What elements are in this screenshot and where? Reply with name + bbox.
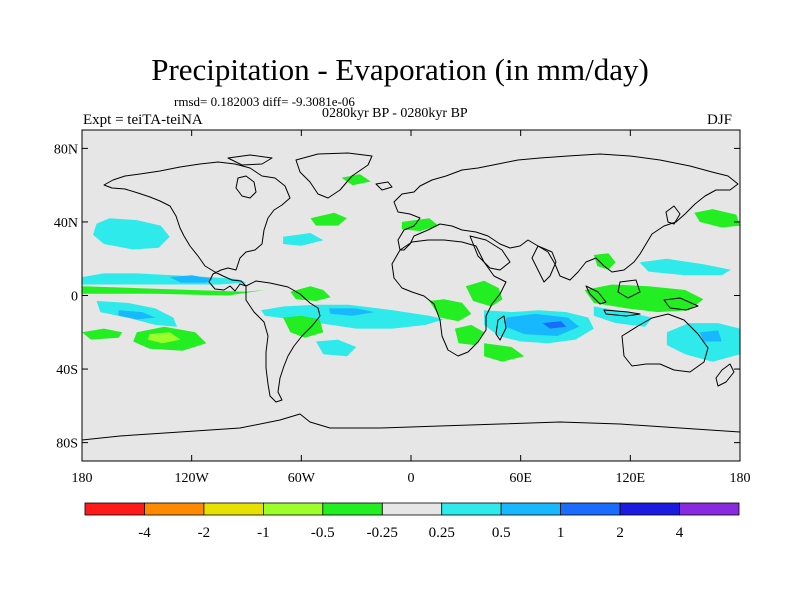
contour-region-19 bbox=[454, 324, 485, 346]
colorbar-swatch bbox=[560, 502, 621, 516]
lon-tick-label: 120W bbox=[175, 471, 210, 486]
contour-fill-layer bbox=[82, 174, 740, 362]
coastline-africa bbox=[391, 239, 507, 357]
lon-tick-label: 180 bbox=[730, 471, 751, 486]
lon-tick-label: 120E bbox=[616, 471, 646, 486]
colorbar-swatch bbox=[322, 502, 383, 516]
coastline-new-zealand bbox=[715, 363, 735, 387]
contour-region-27 bbox=[401, 218, 439, 232]
period-label: 0280kyr BP - 0280kyr BP bbox=[322, 106, 468, 121]
map-axes: 80N 40N 0 40S 80S 180 120W 60W 0 60E 120E 180 bbox=[54, 130, 751, 486]
lat-tick-label: 40S bbox=[56, 363, 78, 378]
colorbar-label: -1 bbox=[257, 525, 270, 541]
contour-region-26 bbox=[593, 253, 616, 270]
season-label: DJF bbox=[707, 112, 733, 128]
colorbar-swatch bbox=[144, 502, 205, 516]
coastline-arctic-islands bbox=[227, 154, 273, 166]
contour-region-25 bbox=[639, 258, 731, 276]
colorbar-swatch bbox=[381, 502, 443, 516]
colorbar-label: -0.25 bbox=[367, 525, 398, 541]
figure-title: Precipitation - Evaporation (in mm/day) bbox=[151, 52, 649, 87]
coastline-greenland bbox=[295, 152, 373, 199]
lon-tick-label: 0 bbox=[408, 471, 415, 486]
lon-tick-label: 60E bbox=[509, 471, 532, 486]
coastline-antarctica bbox=[82, 413, 740, 441]
lat-tick-label: 0 bbox=[71, 290, 78, 305]
coastline-madagascar bbox=[495, 315, 507, 341]
contour-region-11 bbox=[328, 308, 375, 316]
contour-region-0 bbox=[93, 218, 170, 250]
lat-tick-label: 80S bbox=[56, 437, 78, 452]
contour-region-2 bbox=[169, 275, 214, 283]
contour-region-14 bbox=[429, 299, 472, 322]
lon-tick-label: 180 bbox=[72, 471, 93, 486]
coastline-sumatra bbox=[585, 285, 607, 305]
coastline-hudson-bay bbox=[235, 175, 257, 199]
coastline-new-guinea bbox=[663, 297, 699, 311]
experiment-label: Expt = teiTA-teiNA bbox=[83, 112, 203, 128]
coastline-australia bbox=[621, 313, 709, 373]
coastline-eurasia bbox=[393, 153, 739, 281]
colorbar-label: -4 bbox=[138, 525, 151, 541]
contour-region-4 bbox=[82, 328, 123, 340]
colorbar-label: 4 bbox=[676, 525, 684, 541]
contour-region-31 bbox=[694, 209, 740, 228]
contour-region-24 bbox=[699, 330, 722, 342]
coastline-india bbox=[531, 245, 557, 283]
colorbar-label: -0.5 bbox=[311, 525, 335, 541]
contour-region-15 bbox=[465, 280, 503, 307]
colorbar-label: 2 bbox=[616, 525, 624, 541]
colorbar-label: 0.5 bbox=[492, 525, 511, 541]
lat-tick-label: 40N bbox=[54, 216, 78, 231]
contour-region-12 bbox=[283, 315, 324, 338]
colorbar-label: -2 bbox=[198, 525, 211, 541]
colorbar-swatch bbox=[679, 502, 740, 516]
colorbar-swatch bbox=[441, 502, 502, 516]
colorbar-swatch bbox=[619, 502, 680, 516]
coastline-iceland bbox=[375, 181, 393, 191]
coastline-south-america bbox=[245, 280, 321, 403]
contour-region-21 bbox=[584, 284, 704, 313]
contour-region-28 bbox=[310, 212, 347, 226]
colorbar-label: 1 bbox=[557, 525, 565, 541]
coastline-north-america bbox=[103, 161, 291, 292]
colorbar-swatch bbox=[203, 502, 264, 516]
contour-region-6 bbox=[118, 310, 156, 320]
contour-region-10 bbox=[261, 304, 444, 329]
lat-tick-label: 80N bbox=[54, 142, 78, 157]
lon-tick-label: 60W bbox=[288, 471, 316, 486]
colorbar-swatch bbox=[84, 502, 145, 516]
coastline-arabia bbox=[469, 235, 511, 271]
contour-region-17 bbox=[506, 313, 580, 336]
colorbar-label: 0.25 bbox=[429, 525, 455, 541]
contour-region-29 bbox=[283, 233, 324, 246]
contour-region-13 bbox=[316, 339, 357, 357]
contour-region-20 bbox=[484, 343, 525, 362]
coastline-java bbox=[603, 309, 641, 317]
colorbar-swatch bbox=[500, 502, 562, 516]
coastline-layer bbox=[82, 152, 740, 441]
rmsd-diff-stats: rmsd= 0.182003 diff= -9.3081e-06 bbox=[174, 94, 355, 109]
contour-region-22 bbox=[593, 306, 653, 327]
contour-region-18 bbox=[542, 321, 567, 329]
colorbar-swatch bbox=[262, 502, 324, 516]
contour-region-30 bbox=[341, 174, 371, 186]
contour-region-9 bbox=[290, 286, 331, 301]
colorbar: -4 -2 -1 -0.5 -0.25 0.25 0.5 1 2 4 bbox=[84, 502, 740, 541]
contour-region-8 bbox=[147, 332, 181, 344]
coastline-borneo bbox=[617, 279, 641, 299]
coastline-japan bbox=[665, 205, 681, 225]
contour-region-3 bbox=[82, 286, 265, 296]
